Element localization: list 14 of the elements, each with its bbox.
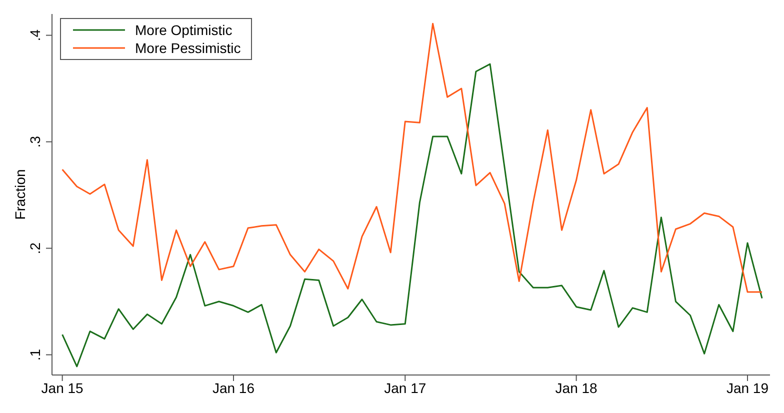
line-series: [62, 22, 763, 293]
x-tick-label: Jan 16: [212, 380, 255, 396]
x-tick-label: Jan 18: [555, 380, 598, 396]
y-tick-label: .3: [27, 136, 43, 148]
legend-label: More Pessimistic: [135, 39, 241, 57]
y-tick-label: .2: [27, 242, 43, 254]
x-tick-label: Jan 17: [384, 380, 426, 396]
line-series: [62, 63, 763, 368]
legend-label: More Optimistic: [135, 21, 232, 39]
y-tick-label: .4: [27, 29, 43, 42]
x-tick-label: Jan 15: [41, 380, 84, 396]
y-tick-label: .1: [27, 348, 43, 361]
x-tick-label: Jan 19: [726, 380, 769, 396]
y-axis-title: Fraction: [12, 169, 28, 220]
